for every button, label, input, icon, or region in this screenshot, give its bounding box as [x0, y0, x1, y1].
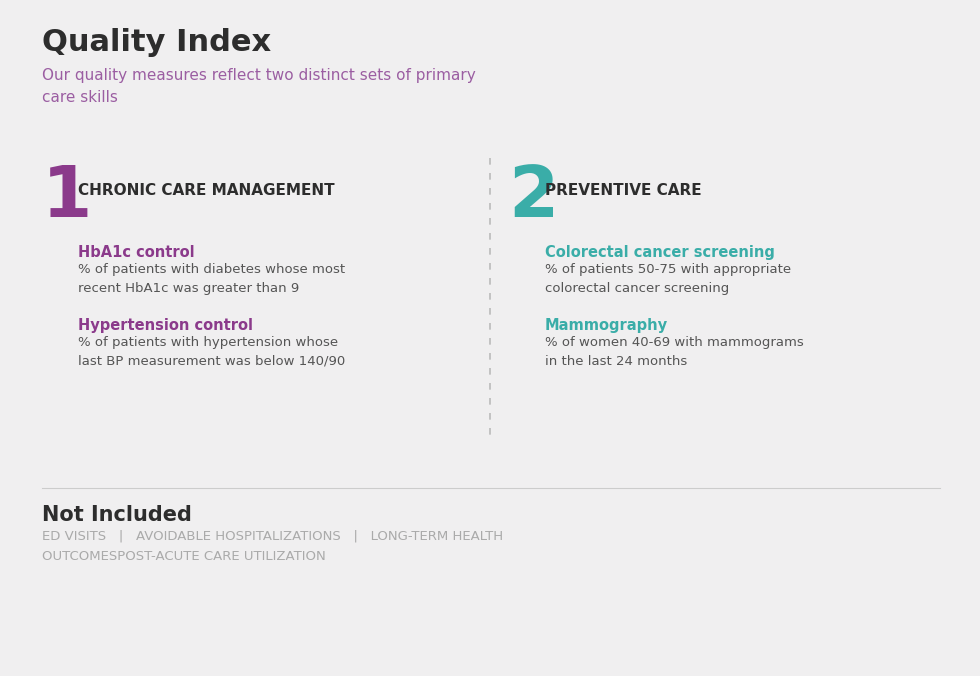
Text: PREVENTIVE CARE: PREVENTIVE CARE [545, 183, 702, 198]
Text: ED VISITS   |   AVOIDABLE HOSPITALIZATIONS   |   LONG-TERM HEALTH
OUTCOMESPOST-A: ED VISITS | AVOIDABLE HOSPITALIZATIONS |… [42, 530, 503, 563]
Text: % of patients with hypertension whose
last BP measurement was below 140/90: % of patients with hypertension whose la… [78, 336, 345, 368]
Text: HbA1c control: HbA1c control [78, 245, 195, 260]
Text: Hypertension control: Hypertension control [78, 318, 253, 333]
Text: Not Included: Not Included [42, 505, 192, 525]
Text: % of patients with diabetes whose most
recent HbA1c was greater than 9: % of patients with diabetes whose most r… [78, 263, 345, 295]
Text: Quality Index: Quality Index [42, 28, 271, 57]
Text: % of women 40-69 with mammograms
in the last 24 months: % of women 40-69 with mammograms in the … [545, 336, 804, 368]
Text: 2: 2 [508, 163, 559, 232]
Text: Colorectal cancer screening: Colorectal cancer screening [545, 245, 775, 260]
Text: 1: 1 [42, 163, 92, 232]
Text: Mammography: Mammography [545, 318, 668, 333]
Text: Our quality measures reflect two distinct sets of primary
care skills: Our quality measures reflect two distinc… [42, 68, 475, 105]
Text: CHRONIC CARE MANAGEMENT: CHRONIC CARE MANAGEMENT [78, 183, 334, 198]
Text: % of patients 50-75 with appropriate
colorectal cancer screening: % of patients 50-75 with appropriate col… [545, 263, 791, 295]
